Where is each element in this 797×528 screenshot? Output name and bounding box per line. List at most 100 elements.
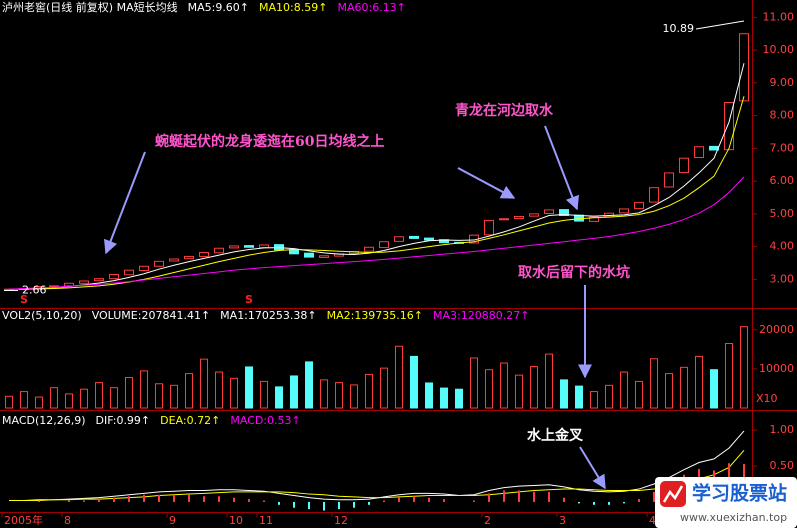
annotation: 蜿蜒起伏的龙身逶迤在60日均线之上 xyxy=(155,133,384,150)
volume-bar xyxy=(605,384,613,409)
volume-bar xyxy=(245,366,253,409)
candle xyxy=(154,260,164,267)
candle xyxy=(169,258,179,262)
candle xyxy=(484,219,494,236)
candle xyxy=(259,244,269,249)
y-tick-label: 7.00 xyxy=(770,141,795,154)
candle xyxy=(319,255,329,258)
volume-bar xyxy=(740,326,748,409)
volume-bar xyxy=(80,388,88,409)
volume-bar xyxy=(170,384,178,409)
volume-bar xyxy=(485,369,493,409)
header-label: 泸州老窖(日线 前复权) MA短长均线 xyxy=(2,0,178,14)
candle xyxy=(739,33,749,102)
candle xyxy=(679,157,689,174)
y-tick-label: 10000 xyxy=(759,362,794,375)
volume-bar xyxy=(5,395,13,409)
header-label: MA3:120880.27↑ xyxy=(433,309,529,322)
volume-bar xyxy=(410,355,418,409)
candle xyxy=(649,187,659,203)
volume-bar xyxy=(695,355,703,409)
y-tick-label: 10.00 xyxy=(763,43,795,56)
header-label: MA5:9.60↑ xyxy=(188,1,249,14)
candle xyxy=(544,209,554,215)
volume-bar xyxy=(620,371,628,409)
volume-bar xyxy=(95,382,103,409)
header-label: MACD(12,26,9) xyxy=(2,414,86,427)
volume-bar xyxy=(335,382,343,409)
volume-bar xyxy=(440,387,448,409)
candle xyxy=(664,172,674,188)
y-tick-label: 0.50 xyxy=(770,459,795,472)
candle xyxy=(619,208,629,214)
x-tick-label: 11 xyxy=(259,514,273,527)
volume-bar xyxy=(20,391,28,409)
candle xyxy=(514,215,524,219)
volume-bar xyxy=(665,373,673,409)
x-tick-label: 9 xyxy=(169,514,176,527)
x-tick-label: 12 xyxy=(334,514,348,527)
annotation: 水上金叉 xyxy=(527,427,584,444)
volume-bar xyxy=(275,386,283,409)
volume-bar xyxy=(635,380,643,409)
watermark-box xyxy=(655,477,797,528)
volume-bar xyxy=(35,396,43,409)
arrow xyxy=(104,151,146,255)
candle xyxy=(94,278,104,282)
candle xyxy=(724,102,734,151)
y-tick-label: 5.00 xyxy=(770,207,795,220)
annotation: 取水后留下的水坑 xyxy=(518,264,630,281)
y-tick-label: 3.00 xyxy=(770,272,795,285)
header-label: MA1:170253.38↑ xyxy=(220,309,316,322)
volume-bar xyxy=(680,366,688,409)
header-label: MACD:0.53↑ xyxy=(230,414,300,427)
volume-bar xyxy=(530,366,538,409)
candle xyxy=(64,282,74,287)
candle xyxy=(244,245,254,248)
candle xyxy=(589,216,599,222)
header-label: DIF:0.99↑ xyxy=(96,414,151,427)
volume-bar xyxy=(155,383,163,409)
y-tick-label: 6.00 xyxy=(770,174,795,187)
volume-bar xyxy=(545,353,553,409)
candle xyxy=(124,269,134,276)
header-label: MA2:139735.16↑ xyxy=(327,309,423,322)
arrow xyxy=(579,446,606,490)
volume-bar xyxy=(350,384,358,409)
volume-bar xyxy=(140,370,148,409)
volume-bar xyxy=(110,387,118,409)
watermark: 学习股票站 www.xuexizhan.top xyxy=(655,477,797,528)
y-tick-label: 20000 xyxy=(759,323,794,336)
volume-bar xyxy=(50,387,58,409)
volume-bar xyxy=(380,367,388,409)
scale-label: X10 xyxy=(756,392,778,405)
line xyxy=(8,176,745,290)
volume-bar xyxy=(305,361,313,409)
volume-bar xyxy=(590,391,598,409)
candle xyxy=(379,241,389,249)
y-tick-label: 11.00 xyxy=(763,10,795,23)
x-tick-label: 2005年 xyxy=(4,513,43,527)
watermark-url: www.xuexizhan.top xyxy=(680,511,787,524)
candle xyxy=(559,209,569,216)
volume-bar xyxy=(230,377,238,409)
volume-bar xyxy=(650,358,658,409)
x-tick-label: 3 xyxy=(559,514,566,527)
volume-bar xyxy=(455,388,463,409)
x-tick-label: 2 xyxy=(484,514,491,527)
volume-bar xyxy=(320,379,328,409)
volume-bar xyxy=(260,380,268,409)
candle xyxy=(364,246,374,252)
candle xyxy=(304,252,314,258)
volume-bar xyxy=(125,377,133,409)
high-label: 10.89 xyxy=(663,22,695,35)
arrow xyxy=(544,125,579,211)
annotations: 蜿蜒起伏的龙身逶迤在60日均线之上 青龙在河边取水 取水后留下的水坑 水上金叉 xyxy=(104,102,630,490)
y-tick-label: 1.00 xyxy=(770,423,795,436)
candle xyxy=(499,218,509,221)
volume-bar xyxy=(200,358,208,409)
volume-bar xyxy=(575,385,583,409)
signal: S xyxy=(20,293,28,306)
x-tick-label: 8 xyxy=(64,514,71,527)
